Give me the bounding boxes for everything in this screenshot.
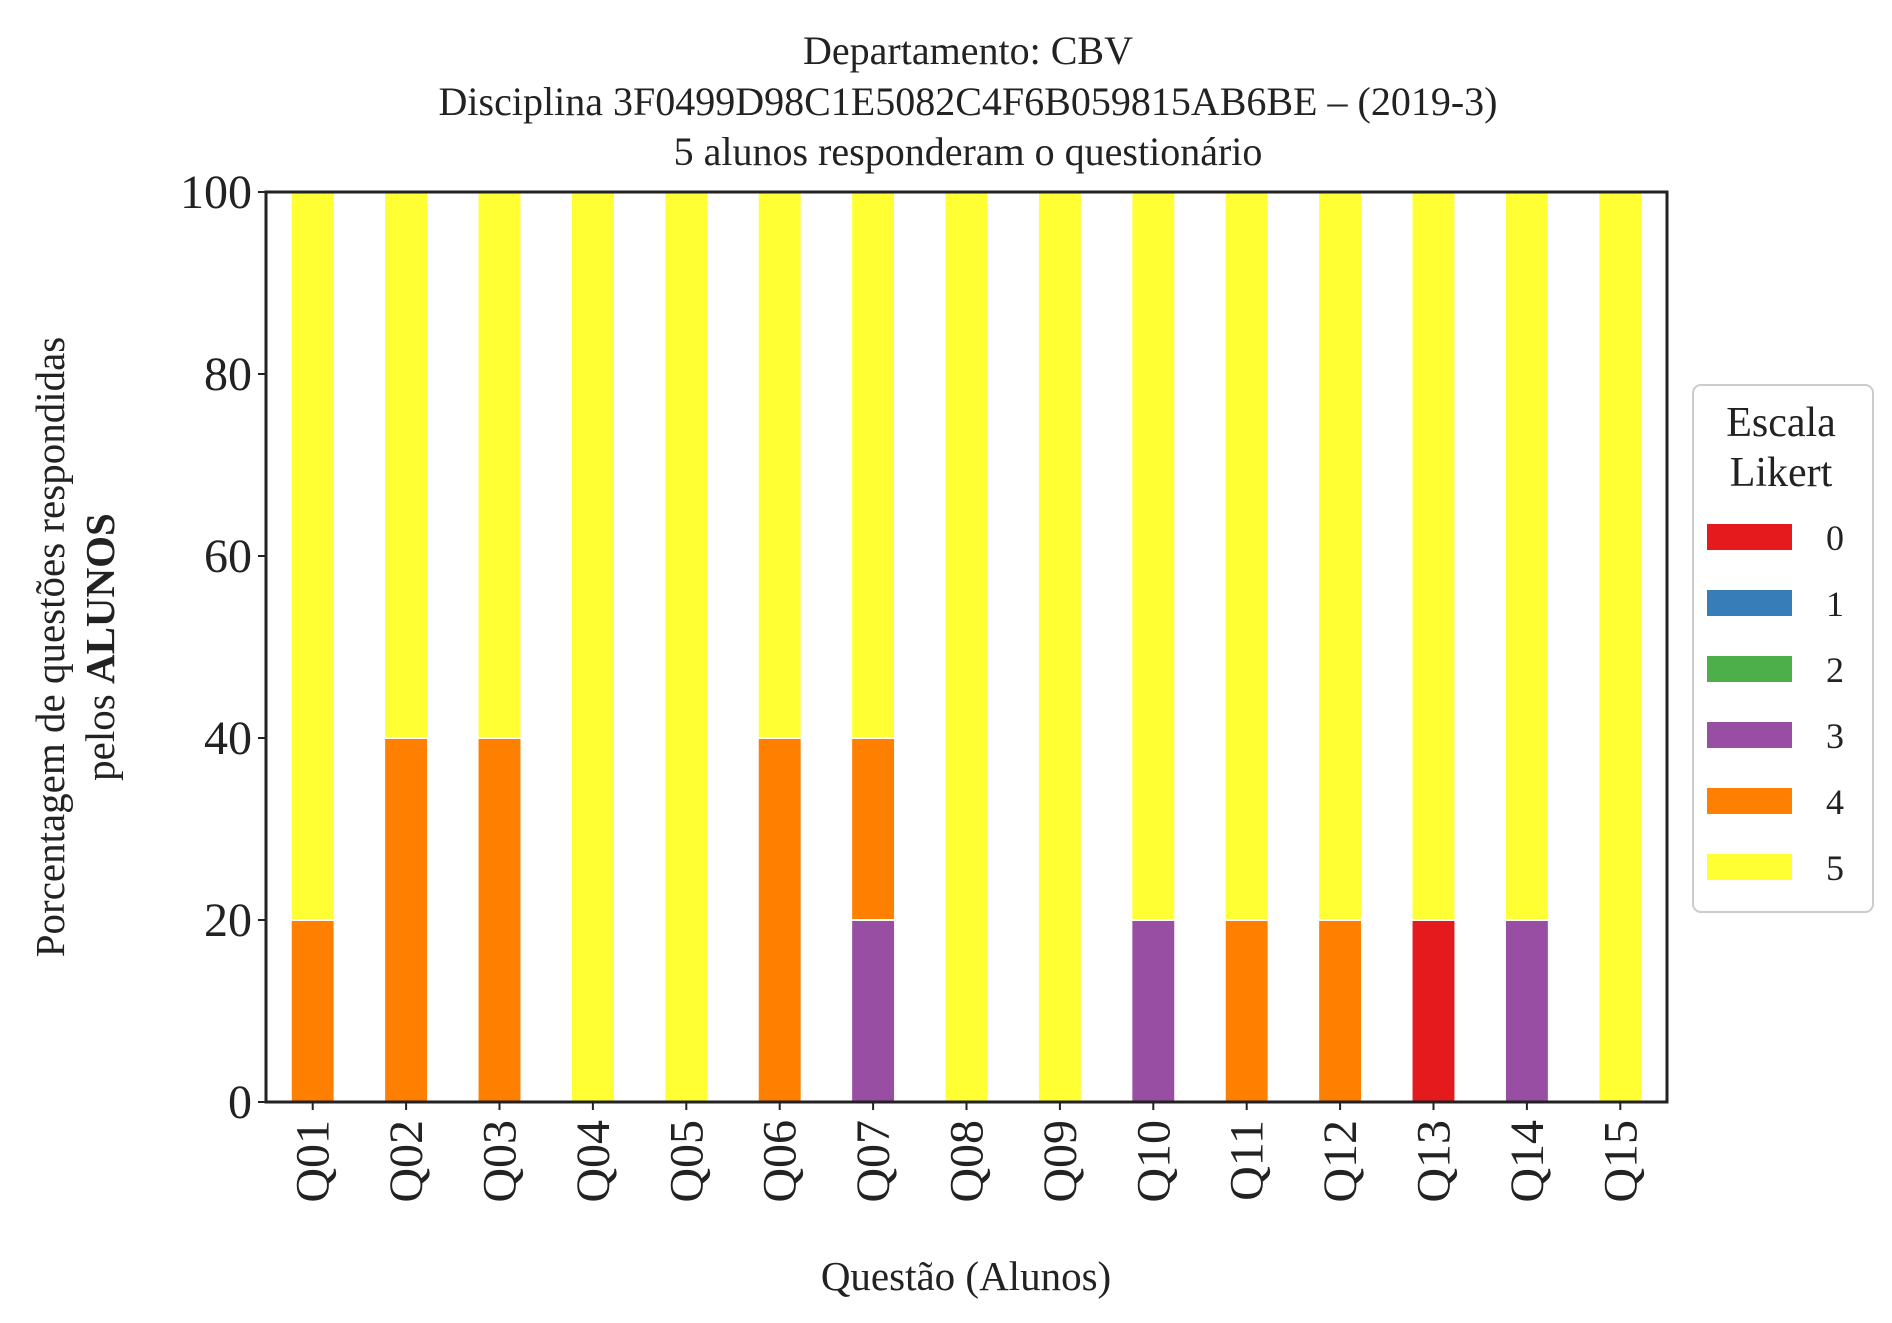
- bar-q01-likert-4: [289, 919, 336, 1103]
- bar-q09-likert-5: [1036, 191, 1083, 1103]
- legend-label-5: 5: [1826, 848, 1844, 888]
- legend-label-2: 2: [1826, 650, 1844, 690]
- y-axis-label-prefix: pelos: [77, 684, 123, 781]
- y-axis-label-line-2: pelos ALUNOS: [77, 513, 123, 781]
- bar-q13-likert-0: [1410, 919, 1457, 1103]
- x-tick-label-q14: Q14: [1501, 1120, 1554, 1203]
- bar-q06-likert-5: [756, 191, 803, 739]
- chart-title-line-3: 5 alunos responderam o questionário: [674, 129, 1263, 174]
- chart-title-line-2: Disciplina 3F0499D98C1E5082C4F6B059815AB…: [439, 79, 1498, 124]
- legend-frame: [1692, 384, 1874, 913]
- x-tick-label-q12: Q12: [1314, 1120, 1367, 1203]
- bar-q05-likert-5: [663, 191, 710, 1103]
- legend: Escala Likert 0 1 2 3 4 5: [1692, 384, 1874, 913]
- legend-label-3: 3: [1826, 716, 1844, 756]
- bar-q08-likert-5: [943, 191, 990, 1103]
- legend-items: 0 1 2 3 4 5: [1707, 518, 1844, 888]
- y-tick-label-40: 40: [204, 712, 252, 765]
- x-tick-label-q08: Q08: [941, 1120, 994, 1203]
- legend-label-4: 4: [1826, 782, 1844, 822]
- bar-q03-likert-5: [476, 191, 523, 739]
- x-tick-label-q06: Q06: [754, 1120, 807, 1203]
- y-tick-label-20: 20: [204, 894, 252, 947]
- x-tick-label-q01: Q01: [287, 1120, 340, 1203]
- bar-q02-likert-5: [383, 191, 430, 739]
- bar-q15-likert-5: [1597, 191, 1644, 1103]
- bar-q06-likert-4: [756, 737, 803, 1103]
- legend-swatch-0: [1707, 524, 1792, 550]
- x-tick-label-q15: Q15: [1594, 1120, 1647, 1203]
- legend-label-1: 1: [1826, 584, 1844, 624]
- legend-swatch-4: [1707, 788, 1792, 814]
- x-tick-label-q10: Q10: [1127, 1120, 1180, 1203]
- legend-title-line-1: Escala: [1726, 400, 1836, 446]
- bar-q04-likert-5: [569, 191, 616, 1103]
- legend-swatch-2: [1707, 656, 1792, 682]
- x-ticks-group: Q01 Q02 Q03 Q04 Q05 Q06 Q07 Q08 Q09 Q10 Q11 Q12 Q13 Q…: [287, 1102, 1647, 1203]
- y-tick-label-100: 100: [180, 166, 252, 219]
- chart-title-line-1: Departamento: CBV: [803, 28, 1133, 73]
- bar-q01-likert-5: [289, 191, 336, 921]
- x-tick-label-q07: Q07: [847, 1120, 900, 1203]
- bar-q02-likert-4: [383, 737, 430, 1103]
- x-tick-label-q09: Q09: [1034, 1120, 1087, 1203]
- bar-q07-likert-5: [850, 191, 897, 739]
- bar-q07-likert-4: [850, 737, 897, 921]
- bar-q07-likert-3: [850, 919, 897, 1103]
- bars-group: [289, 191, 1644, 1103]
- bar-q10-likert-3: [1130, 919, 1177, 1103]
- legend-swatch-5: [1707, 854, 1792, 880]
- x-tick-label-q11: Q11: [1221, 1120, 1274, 1201]
- x-tick-label-q02: Q02: [380, 1120, 433, 1203]
- bar-q14-likert-5: [1503, 191, 1550, 921]
- bar-q13-likert-5: [1410, 191, 1457, 921]
- y-ticks-group: 0 20 40 60 80 100: [180, 166, 266, 1129]
- bar-q12-likert-5: [1317, 191, 1364, 921]
- bar-q11-likert-5: [1223, 191, 1270, 921]
- y-axis-label-line-1: Porcentagem de questões respondidas: [27, 337, 73, 958]
- x-tick-label-q05: Q05: [660, 1120, 713, 1203]
- y-tick-label-0: 0: [228, 1076, 252, 1129]
- x-axis-label: Questão (Alunos): [821, 1253, 1111, 1299]
- x-tick-label-q03: Q03: [474, 1120, 527, 1203]
- legend-swatch-1: [1707, 590, 1792, 616]
- bar-q11-likert-4: [1223, 919, 1270, 1103]
- bar-q12-likert-4: [1317, 919, 1364, 1103]
- y-tick-label-60: 60: [204, 530, 252, 583]
- bar-q03-likert-4: [476, 737, 523, 1103]
- legend-swatch-3: [1707, 722, 1792, 748]
- legend-title-line-2: Likert: [1730, 450, 1833, 496]
- bar-q14-likert-3: [1503, 919, 1550, 1103]
- x-tick-label-q13: Q13: [1408, 1120, 1461, 1203]
- y-tick-label-80: 80: [204, 348, 252, 401]
- bar-q10-likert-5: [1130, 191, 1177, 921]
- legend-label-0: 0: [1826, 518, 1844, 558]
- y-axis-label-bold: ALUNOS: [77, 513, 123, 684]
- x-tick-label-q04: Q04: [567, 1120, 620, 1203]
